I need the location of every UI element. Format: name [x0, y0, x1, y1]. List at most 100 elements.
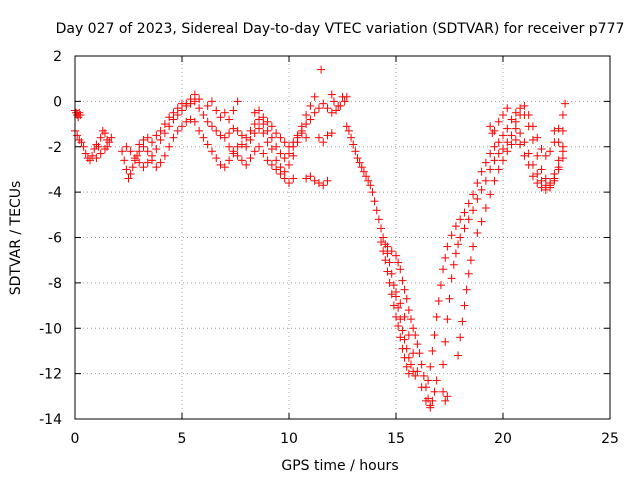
data-point [550, 126, 559, 135]
data-point [490, 142, 499, 151]
data-point [426, 403, 435, 412]
data-point [178, 106, 186, 115]
data-point [302, 133, 311, 142]
data-point [250, 108, 259, 117]
data-point [334, 101, 343, 110]
data-point [263, 126, 272, 135]
data-point [207, 97, 216, 106]
data-point [406, 360, 415, 369]
axis-ticks [74, 55, 611, 420]
data-point [404, 369, 413, 378]
data-point [190, 90, 199, 99]
data-point [554, 138, 563, 147]
data-point [255, 115, 264, 124]
data-point [135, 147, 144, 156]
data-point [323, 104, 332, 113]
data-point [503, 104, 512, 113]
data-point [323, 176, 332, 185]
data-point [319, 138, 328, 147]
data-point [135, 158, 144, 167]
data-point [289, 174, 298, 183]
data-point [92, 154, 101, 163]
data-point [272, 142, 281, 151]
data-point [317, 65, 326, 74]
data-point [466, 256, 475, 265]
data-point [554, 165, 563, 174]
data-point [327, 108, 336, 117]
data-point [233, 151, 242, 160]
data-point [533, 179, 542, 188]
data-point [554, 156, 563, 165]
data-point [490, 156, 499, 165]
data-point [207, 122, 216, 131]
data-point [364, 176, 373, 185]
data-point [285, 149, 293, 158]
y-tick-labels: 2 0 -2 -4 -6 -8 -10 -12 -14 [39, 49, 62, 428]
data-point [302, 110, 311, 119]
data-point [216, 160, 225, 169]
data-point [340, 97, 349, 106]
data-point [481, 158, 490, 167]
data-point [314, 179, 323, 188]
data-point [494, 149, 503, 158]
data-point [124, 174, 133, 183]
data-point [276, 163, 285, 172]
data-point [143, 133, 152, 142]
data-point [394, 303, 403, 312]
y-tick-label: -12 [39, 367, 62, 383]
data-point [310, 176, 319, 185]
data-point [259, 129, 268, 138]
data-point [400, 335, 409, 344]
data-point [156, 158, 165, 167]
data-point [357, 163, 366, 172]
data-point [314, 104, 323, 113]
data-point [96, 133, 105, 142]
data-point [267, 122, 276, 131]
data-point [255, 124, 264, 133]
data-point [430, 331, 439, 340]
data-point [447, 231, 456, 240]
data-point [554, 124, 563, 133]
data-point [267, 145, 276, 154]
data-point [195, 95, 204, 104]
data-point [250, 147, 259, 156]
data-point [100, 129, 109, 138]
data-point [139, 142, 148, 151]
data-point [383, 267, 392, 276]
data-point [499, 145, 507, 154]
data-point [546, 147, 555, 156]
data-point [173, 110, 182, 119]
data-point [276, 169, 285, 178]
data-point [379, 247, 388, 256]
data-point [473, 194, 482, 203]
data-point [190, 117, 199, 126]
data-point [182, 99, 191, 108]
x-tick-labels: 0 5 10 15 20 25 [71, 431, 619, 447]
data-point [195, 126, 204, 135]
data-point [516, 110, 525, 119]
data-point [441, 253, 450, 262]
data-point [464, 215, 473, 224]
data-point [229, 147, 238, 156]
data-point [250, 120, 259, 129]
data-point [400, 285, 409, 294]
data-point [436, 281, 445, 290]
data-point [338, 92, 347, 101]
data-point [490, 176, 499, 185]
data-point [173, 126, 182, 135]
data-point [362, 172, 371, 181]
data-point [81, 149, 90, 158]
data-point [383, 249, 392, 258]
x-tick-label: 20 [494, 431, 512, 447]
data-point [406, 315, 415, 324]
data-point [280, 138, 289, 147]
data-point [387, 290, 396, 299]
data-point [537, 165, 546, 174]
data-point [507, 140, 516, 149]
data-point [259, 113, 268, 122]
data-point [434, 297, 443, 306]
data-point [94, 142, 103, 151]
data-point [128, 163, 137, 172]
data-point [368, 188, 377, 197]
data-point [310, 92, 319, 101]
